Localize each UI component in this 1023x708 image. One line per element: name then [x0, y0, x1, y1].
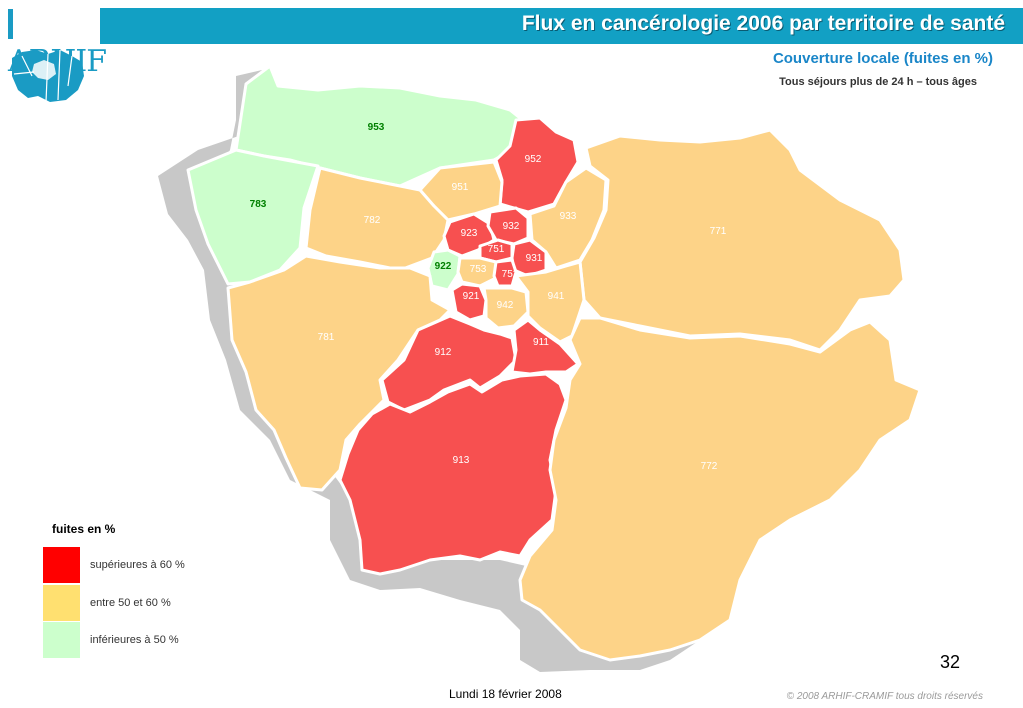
territory-label-953: 953: [368, 122, 385, 133]
territory-912[interactable]: [380, 314, 518, 412]
map-note: Tous séjours plus de 24 h – tous âges: [779, 76, 977, 88]
logo-bar: [8, 9, 13, 39]
footer-copyright: © 2008 ARHIF-CRAMIF tous droits réservés: [786, 691, 983, 702]
territory-label-941: 941: [548, 291, 565, 302]
territory-label-751: 751: [488, 244, 505, 255]
territory-label-911: 911: [533, 337, 549, 348]
legend-swatch-mid: [43, 585, 80, 621]
territory-label-782: 782: [364, 215, 381, 226]
map-subtitle: Couverture locale (fuites en %): [772, 50, 993, 67]
territory-911[interactable]: [510, 318, 580, 376]
footer-date: Lundi 18 février 2008: [449, 687, 562, 701]
territory-913[interactable]: [338, 372, 568, 576]
territory-label-933: 933: [560, 211, 577, 222]
territory-label-771: 771: [710, 226, 727, 237]
territory-label-922: 922: [435, 261, 452, 272]
territory-label-753: 753: [470, 264, 487, 275]
territory-label-952: 952: [525, 154, 542, 165]
territory-771[interactable]: [578, 128, 906, 352]
territory-label-772: 772: [701, 461, 718, 472]
page-title: Flux en cancérologie 2006 par territoire…: [521, 12, 1005, 35]
territory-942[interactable]: [482, 286, 530, 330]
territory-label-932: 932: [503, 221, 520, 232]
legend-swatch-high: [43, 547, 80, 583]
legend-label-mid: entre 50 et 60 %: [90, 597, 171, 609]
legend-title: fuites en %: [52, 522, 116, 536]
territory-label-931: 931: [526, 253, 543, 264]
legend-label-high: supérieures à 60 %: [90, 559, 185, 571]
territory-781[interactable]: [226, 254, 452, 492]
page-number: 32: [940, 652, 961, 672]
territory-label-913: 913: [453, 455, 470, 466]
territory-label-781: 781: [318, 332, 335, 343]
territory-772[interactable]: [518, 316, 922, 662]
territory-label-752: 752: [502, 269, 519, 280]
territory-783[interactable]: [186, 148, 320, 286]
territory-782[interactable]: [304, 166, 450, 272]
legend-label-low: inférieures à 50 %: [90, 634, 179, 646]
territory-753[interactable]: [456, 256, 498, 288]
territory-label-921: 921: [463, 291, 480, 302]
territory-922[interactable]: [426, 248, 462, 292]
territory-label-923: 923: [461, 228, 478, 239]
territory-752[interactable]: [492, 258, 518, 288]
header-bar: Flux en cancérologie 2006 par territoire…: [100, 8, 1023, 44]
legend-swatch-low: [43, 622, 80, 658]
territory-label-783: 783: [250, 199, 267, 210]
territory-labels: 953 783 922 952 951 782 933 771 923 932 751 931 753 7…: [250, 122, 727, 472]
territory-label-942: 942: [497, 300, 514, 311]
territory-label-951: 951: [452, 182, 469, 193]
logo-map-icon: [12, 49, 84, 103]
territory-921[interactable]: [450, 282, 488, 322]
territory-label-912: 912: [435, 347, 452, 358]
